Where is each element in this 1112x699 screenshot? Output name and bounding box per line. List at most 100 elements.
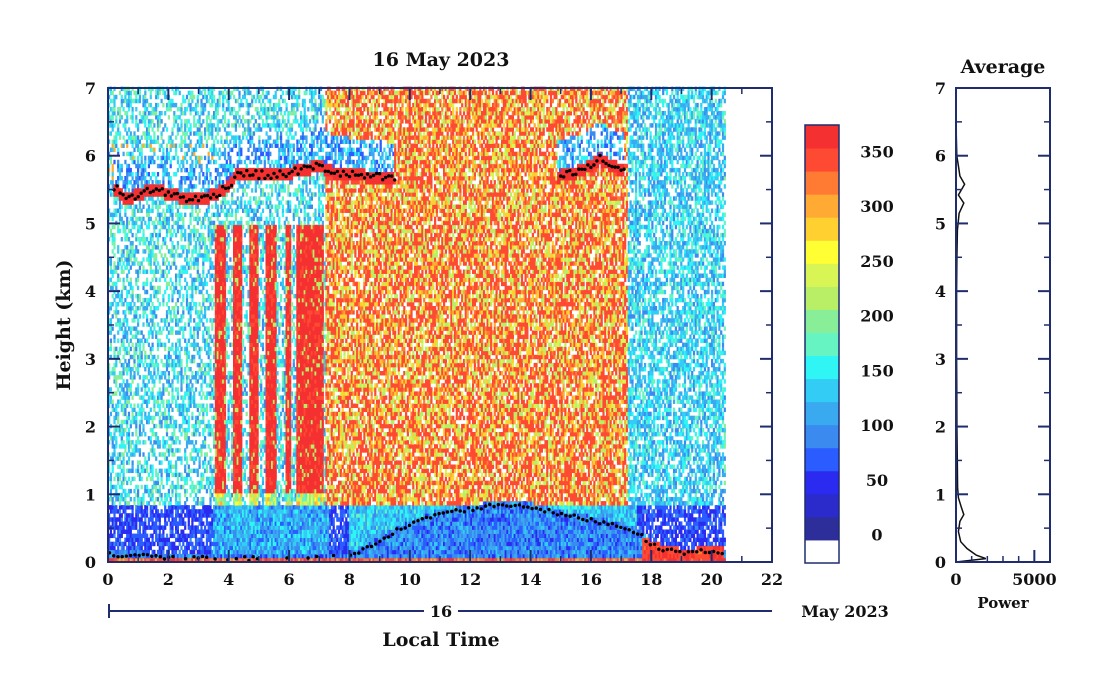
heatmap-cell	[124, 286, 126, 290]
heatmap-cell	[182, 164, 184, 168]
heatmap-cell	[153, 221, 155, 225]
heatmap-cell	[133, 363, 135, 367]
heatmap-cell	[132, 534, 134, 538]
heatmap-cell	[166, 221, 168, 225]
heatmap-cell	[161, 119, 163, 123]
heatmap-cell	[215, 408, 217, 412]
heatmap-cell	[182, 298, 184, 302]
heatmap-cell	[166, 257, 168, 261]
heatmap-cell	[115, 538, 117, 542]
heatmap-cell	[113, 298, 115, 302]
heatmap-cell	[144, 310, 146, 314]
heatmap-cell	[191, 306, 193, 310]
heatmap-cell	[200, 383, 202, 387]
heatmap-cell	[133, 160, 135, 164]
heatmap-cell	[186, 412, 188, 416]
heatmap-cell	[146, 391, 148, 395]
heatmap-cell	[126, 278, 128, 282]
heatmap-cell	[166, 127, 168, 131]
heatmap-cell	[224, 286, 226, 290]
heatmap-cell	[215, 542, 217, 546]
heatmap-cell	[171, 481, 173, 485]
heatmap-cell	[182, 505, 184, 509]
heatmap-cell	[121, 375, 123, 379]
heatmap-cell	[179, 290, 181, 294]
heatmap-cell	[211, 135, 213, 139]
heatmap-cell	[148, 546, 150, 550]
heatmap-cell	[128, 359, 130, 363]
heatmap-cell	[231, 123, 233, 127]
heatmap-cell	[135, 326, 137, 330]
heatmap-cell	[139, 530, 141, 534]
heatmap-cell	[175, 233, 177, 237]
heatmap-cell	[179, 205, 181, 209]
heatmap-cell	[115, 347, 117, 351]
heatmap-cell	[231, 196, 233, 200]
heatmap-cell	[132, 298, 134, 302]
heatmap-cell	[199, 115, 201, 119]
heatmap-cell	[142, 335, 144, 339]
heatmap-cell	[144, 521, 146, 525]
heatmap-cell	[175, 489, 177, 493]
heatmap-cell	[135, 428, 137, 432]
heatmap-cell	[215, 355, 217, 359]
heatmap-cell	[224, 115, 226, 119]
heatmap-cell	[150, 326, 152, 330]
heatmap-cell	[152, 493, 154, 497]
heatmap-cell	[139, 452, 141, 456]
heatmap-cell	[132, 253, 134, 257]
heatmap-cell	[112, 274, 114, 278]
heatmap-cell	[166, 209, 168, 213]
heatmap-cell	[159, 444, 161, 448]
heatmap-cell	[193, 505, 195, 509]
heatmap-cell	[137, 278, 139, 282]
heatmap-cell	[209, 302, 211, 306]
heatmap-cell	[215, 416, 217, 420]
heatmap-cell	[204, 225, 206, 229]
heatmap-cell	[166, 274, 168, 278]
heatmap-cell	[166, 477, 168, 481]
heatmap-cell	[180, 473, 182, 477]
heatmap-cell	[133, 302, 135, 306]
heatmap-cell	[153, 404, 155, 408]
heatmap-cell	[157, 473, 159, 477]
heatmap-cell	[186, 444, 188, 448]
heatmap-cell	[190, 144, 192, 148]
heatmap-cell	[199, 542, 201, 546]
heatmap-cell	[161, 493, 163, 497]
heatmap-cell	[182, 521, 184, 525]
heatmap-cell	[188, 517, 190, 521]
heatmap-cell	[199, 432, 201, 436]
heatmap-cell	[182, 249, 184, 253]
heatmap-cell	[229, 237, 231, 241]
heatmap-cell	[190, 221, 192, 225]
heatmap-cell	[228, 144, 230, 148]
heatmap-cell	[137, 160, 139, 164]
heatmap-cell	[148, 521, 150, 525]
heatmap-cell	[139, 111, 141, 115]
heatmap-cell	[190, 314, 192, 318]
heatmap-cell	[113, 530, 115, 534]
heatmap-cell	[148, 412, 150, 416]
heatmap-cell	[173, 452, 175, 456]
heatmap-cell	[179, 440, 181, 444]
heatmap-cell	[199, 282, 201, 286]
heatmap-cell	[139, 424, 141, 428]
heatmap-cell	[215, 379, 217, 383]
heatmap-cell	[208, 420, 210, 424]
heatmap-cell	[190, 217, 192, 221]
heatmap-cell	[231, 200, 233, 204]
heatmap-cell	[215, 103, 217, 107]
heatmap-cell	[126, 339, 128, 343]
heatmap-cell	[123, 221, 125, 225]
heatmap-cell	[215, 326, 217, 330]
heatmap-cell	[179, 448, 181, 452]
heatmap-cell	[150, 144, 152, 148]
heatmap-cell	[208, 326, 210, 330]
heatmap-cell	[117, 330, 119, 334]
heatmap-cell	[132, 448, 134, 452]
heatmap-cell	[190, 318, 192, 322]
heatmap-cell	[124, 428, 126, 432]
heatmap-cell	[231, 416, 233, 420]
